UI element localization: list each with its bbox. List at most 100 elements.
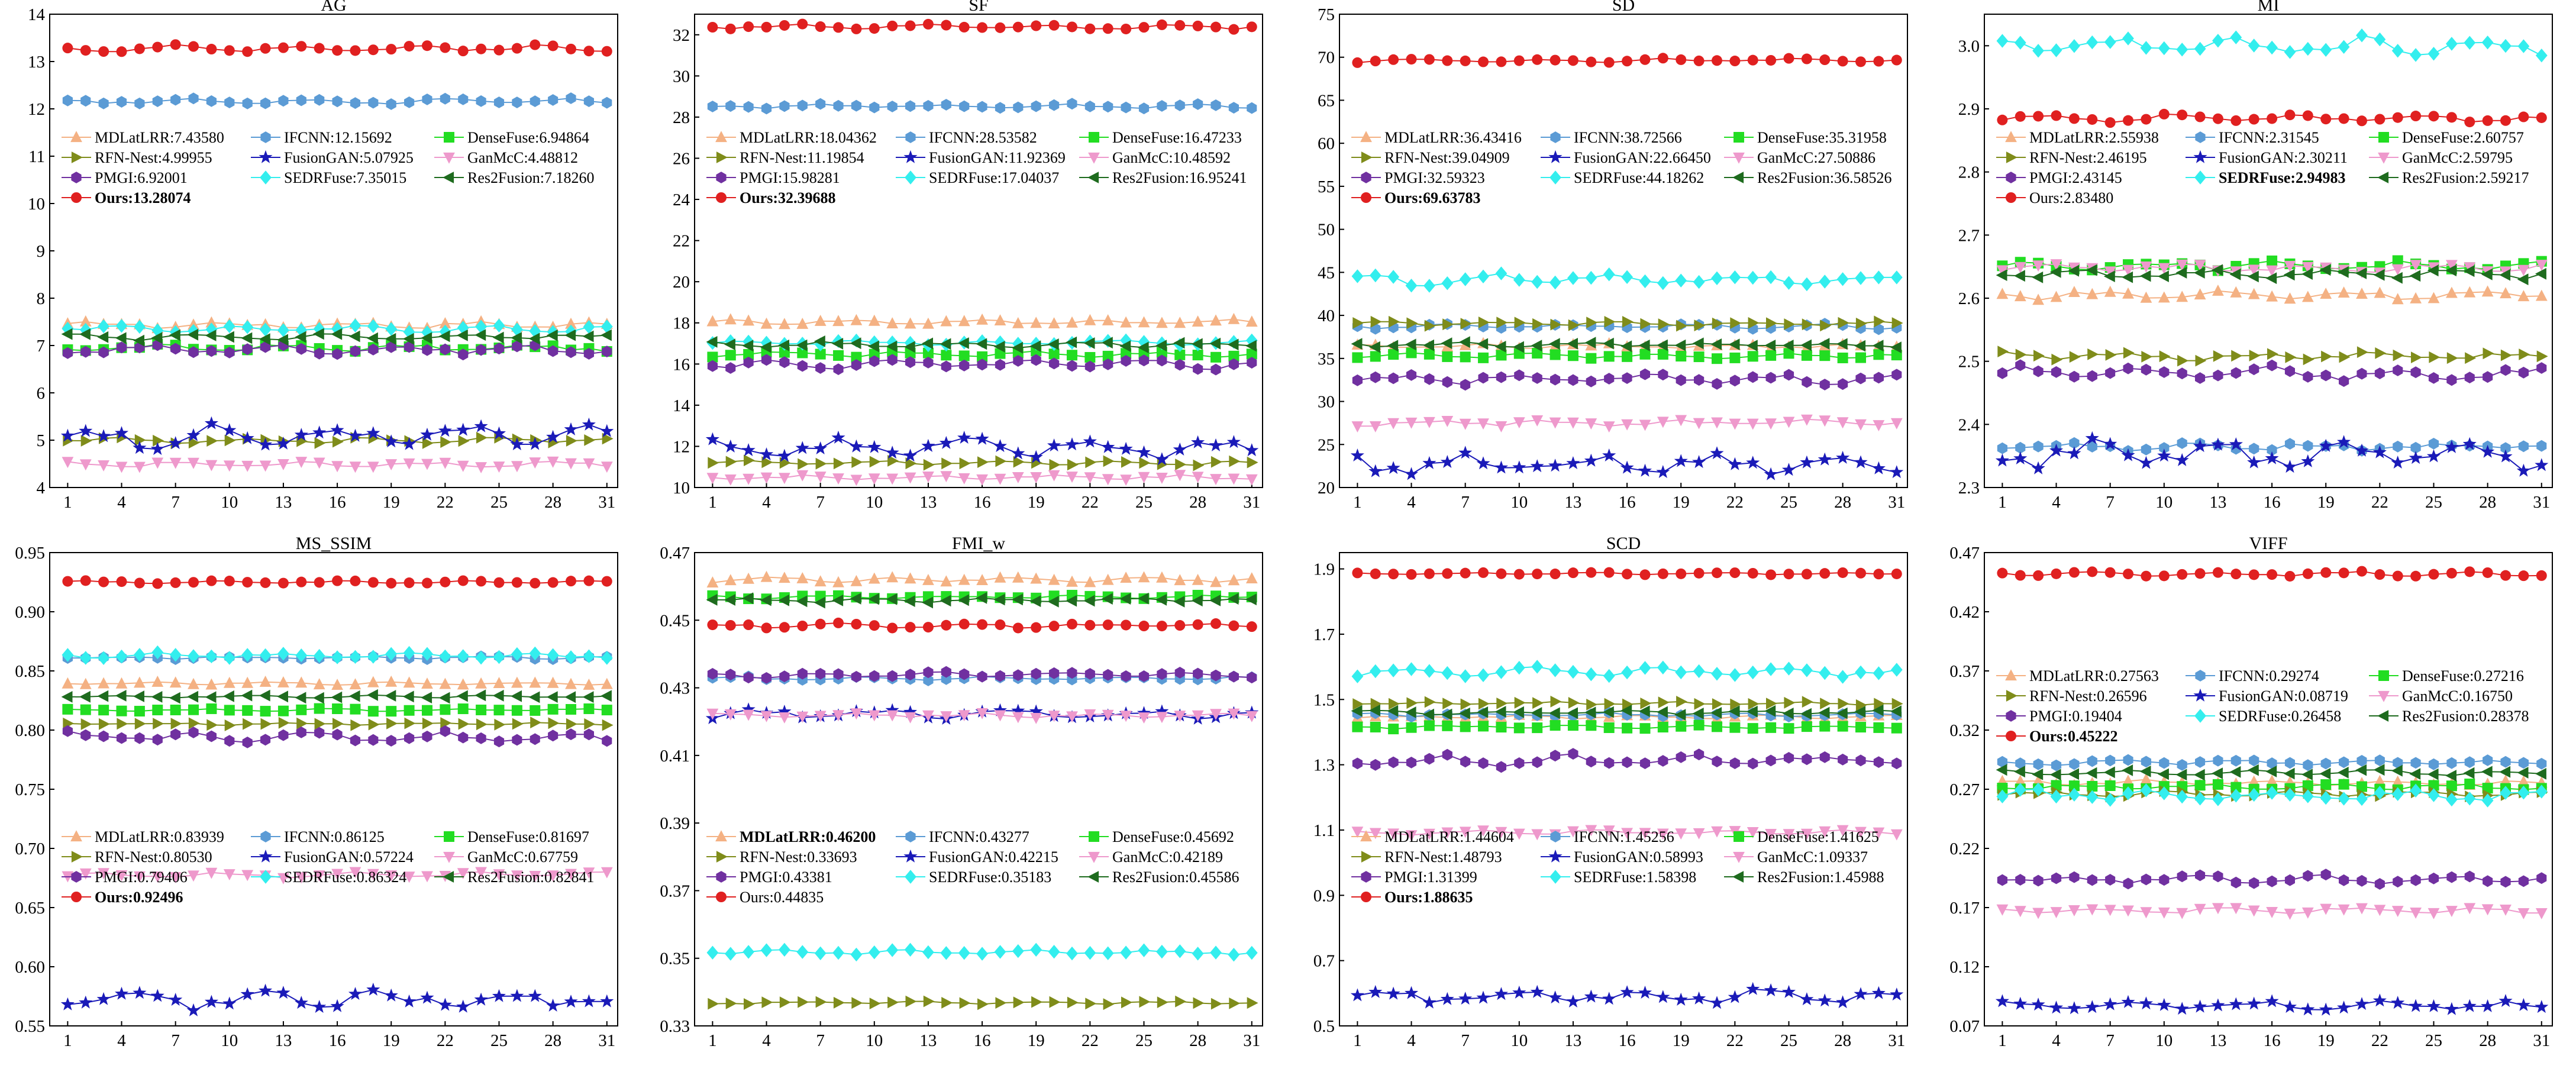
y-tick-label: 16 [673, 355, 690, 374]
series-point [1837, 567, 1848, 578]
series-point [1710, 996, 1724, 1009]
series-point [204, 416, 218, 430]
series-point [1352, 317, 1364, 329]
series-point [1066, 316, 1078, 328]
series-point [2301, 290, 2314, 302]
series-point [1622, 698, 1634, 711]
series-point [96, 992, 111, 1005]
series-point [530, 705, 541, 716]
series-point [602, 432, 614, 445]
series-point [403, 871, 415, 883]
series-point [1854, 340, 1866, 352]
series-point [975, 431, 989, 445]
series-point [2374, 32, 2386, 47]
series-point [1995, 453, 2009, 467]
series-point [511, 43, 522, 54]
series-point [242, 577, 253, 588]
series-point [277, 334, 288, 346]
legend-label: DenseFuse:16.47233 [1112, 129, 1242, 146]
series-point [1566, 994, 1580, 1008]
series-point [2481, 904, 2494, 916]
series-rfn-nest [708, 995, 1258, 1011]
series-point [1210, 474, 1222, 485]
series-point [1585, 825, 1597, 837]
series-point [1352, 721, 1363, 732]
series-point [2518, 570, 2529, 582]
series-point [1138, 712, 1150, 724]
legend-label: DenseFuse:6.94864 [467, 129, 589, 146]
series-point [1585, 667, 1597, 682]
x-tick-label: 31 [598, 1031, 615, 1050]
series-point [777, 448, 792, 462]
series-point [260, 734, 271, 746]
series-point [2337, 435, 2351, 448]
series-point [2536, 872, 2547, 884]
legend-label: Res2Fusion:16.95241 [1112, 169, 1247, 186]
series-point [1513, 417, 1525, 429]
legend-item-ifcnn: IFCNN:2.31545 [2186, 129, 2319, 146]
series-point [566, 435, 577, 447]
series-point [583, 320, 595, 334]
legend-item-res2fusion: Res2Fusion:0.28378 [2369, 708, 2529, 725]
series-point [1711, 271, 1723, 285]
series-point [421, 871, 433, 883]
series-point [851, 618, 862, 629]
series-point [1871, 461, 1886, 474]
series-densefuse [62, 703, 612, 717]
series-point [530, 577, 541, 589]
series-point [1012, 944, 1024, 958]
series-point [2535, 458, 2549, 472]
series-point [1423, 339, 1434, 351]
legend-label: DenseFuse:0.45692 [1112, 828, 1234, 845]
series-point [1049, 99, 1060, 111]
series-point [583, 649, 595, 663]
legend-label: SEDRFuse:1.58398 [1574, 869, 1696, 886]
series-point [528, 437, 542, 450]
series-point [99, 718, 110, 730]
series-point [869, 23, 880, 34]
series-point [223, 676, 235, 688]
series-point [61, 691, 73, 703]
series-point [511, 461, 523, 473]
series-point [601, 576, 612, 587]
series-point [1029, 450, 1043, 463]
series-point [422, 437, 434, 449]
series-point [565, 869, 577, 880]
series-point [1801, 569, 1812, 580]
series-point [1747, 665, 1759, 680]
series-point [1873, 827, 1885, 839]
series-point [313, 457, 325, 469]
series-point [2014, 906, 2026, 918]
series-point [458, 731, 469, 744]
series-point [1389, 698, 1400, 710]
series-point [2427, 292, 2440, 304]
series-point [1210, 314, 1222, 326]
series-point [904, 472, 916, 484]
series-point [1855, 271, 1867, 285]
series-point [456, 999, 470, 1013]
series-point [1121, 619, 1132, 631]
series-point [706, 336, 718, 348]
series-point [1012, 622, 1024, 634]
series-point [602, 346, 612, 357]
series-point [1567, 55, 1578, 66]
series-point [1567, 350, 1578, 361]
series-point [2464, 35, 2476, 50]
series-point [2391, 264, 2404, 276]
series-point [904, 572, 916, 584]
series-point [1694, 319, 1706, 331]
legend-label: Ours:0.92496 [95, 889, 183, 906]
y-tick-label: 0.70 [15, 840, 45, 858]
series-point [1228, 670, 1239, 683]
series-point [922, 945, 934, 960]
series-point [1247, 672, 1257, 684]
y-tick-label: 75 [1318, 5, 1335, 24]
legend-label: DenseFuse:2.60757 [2402, 129, 2524, 146]
legend-marker [903, 849, 918, 863]
series-point [1836, 417, 1849, 429]
series-fusiongan [705, 430, 1259, 466]
series-point [1997, 114, 2008, 125]
series-point [530, 95, 540, 107]
series-point [958, 350, 970, 361]
